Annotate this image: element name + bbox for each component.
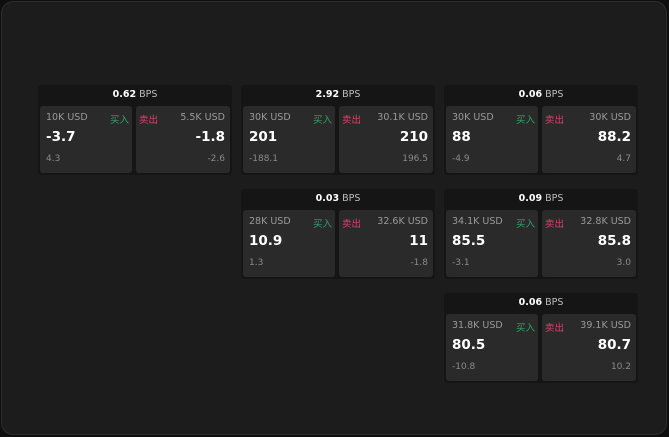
- buy-price: -3.7: [46, 129, 76, 145]
- spread-value: 0.06: [518, 297, 543, 308]
- spread-value: 2.92: [315, 89, 340, 100]
- sell-delta: -1.8: [410, 258, 428, 268]
- quote-panel: 0.06 BPS 30K USD 买入 88 -4.9 卖出 30K USD 8…: [444, 85, 638, 175]
- sell-size: 32.8K USD: [580, 216, 631, 227]
- quote-panel: 2.92 BPS 30K USD 买入 201 -188.1 卖出 30.1K …: [241, 85, 435, 175]
- sell-delta: 4.7: [616, 154, 631, 164]
- sell-size: 39.1K USD: [580, 320, 631, 331]
- spread-unit: BPS: [342, 193, 361, 204]
- sell-delta: -2.6: [207, 154, 225, 164]
- spread-header: 0.09 BPS: [444, 189, 638, 209]
- sell-size: 30.1K USD: [377, 112, 428, 123]
- spread-header: 0.03 BPS: [241, 189, 435, 209]
- spread-unit: BPS: [545, 193, 564, 204]
- sell-delta: 10.2: [610, 362, 631, 372]
- buy-label: 买入: [312, 219, 332, 230]
- quote-panel: 0.03 BPS 28K USD 买入 10.9 1.3 卖出 32.6K US…: [241, 189, 435, 279]
- spread-value: 0.06: [518, 89, 543, 100]
- spread-unit: BPS: [139, 89, 158, 100]
- quote-panel: 0.09 BPS 34.1K USD 买入 85.5 -3.1 卖出 32.8K…: [444, 189, 638, 279]
- buy-size: 30K USD: [452, 112, 494, 123]
- sell-label: 卖出: [545, 323, 565, 334]
- sell-button[interactable]: 卖出 39.1K USD 80.7 10.2: [542, 314, 636, 381]
- spread-unit: BPS: [545, 89, 564, 100]
- sell-button[interactable]: 卖出 30.1K USD 210 196.5: [339, 106, 433, 173]
- sell-label: 卖出: [545, 219, 565, 230]
- sell-delta: 3.0: [616, 258, 631, 268]
- sell-button[interactable]: 卖出 30K USD 88.2 4.7: [542, 106, 636, 173]
- spread-value: 0.03: [315, 193, 340, 204]
- spread-value: 0.62: [112, 89, 137, 100]
- buy-delta: 4.3: [46, 154, 61, 164]
- sell-price: 88.2: [597, 129, 631, 145]
- sell-size: 32.6K USD: [377, 216, 428, 227]
- buy-delta: -3.1: [452, 258, 470, 268]
- buy-size: 10K USD: [46, 112, 88, 123]
- buy-label: 买入: [515, 219, 535, 230]
- sell-price: 210: [399, 129, 428, 145]
- sell-price: 11: [409, 233, 428, 249]
- buy-button[interactable]: 31.8K USD 买入 80.5 -10.8: [446, 314, 538, 381]
- buy-label: 买入: [515, 115, 535, 126]
- buy-price: 201: [249, 129, 278, 145]
- spread-unit: BPS: [342, 89, 361, 100]
- sell-label: 卖出: [342, 219, 362, 230]
- buy-size: 31.8K USD: [452, 320, 503, 331]
- buy-button[interactable]: 30K USD 买入 88 -4.9: [446, 106, 538, 173]
- quote-panel: 0.62 BPS 10K USD 买入 -3.7 4.3 卖出 5.5K USD…: [38, 85, 232, 175]
- spread-header: 0.06 BPS: [444, 293, 638, 313]
- buy-price: 10.9: [249, 233, 283, 249]
- buy-delta: -4.9: [452, 154, 470, 164]
- buy-size: 34.1K USD: [452, 216, 503, 227]
- buy-price: 85.5: [452, 233, 486, 249]
- buy-delta: -188.1: [249, 154, 279, 164]
- buy-button[interactable]: 34.1K USD 买入 85.5 -3.1: [446, 210, 538, 277]
- spread-value: 0.09: [518, 193, 543, 204]
- buy-button[interactable]: 28K USD 买入 10.9 1.3: [243, 210, 335, 277]
- buy-label: 买入: [109, 115, 129, 126]
- buy-size: 28K USD: [249, 216, 291, 227]
- spread-header: 0.06 BPS: [444, 85, 638, 105]
- buy-price: 80.5: [452, 337, 486, 353]
- buy-delta: 1.3: [249, 258, 264, 268]
- sell-price: 80.7: [597, 337, 631, 353]
- quote-panel: 0.06 BPS 31.8K USD 买入 80.5 -10.8 卖出 39.1…: [444, 293, 638, 383]
- buy-delta: -10.8: [452, 362, 476, 372]
- spread-header: 2.92 BPS: [241, 85, 435, 105]
- sell-price: -1.8: [195, 129, 225, 145]
- sell-label: 卖出: [545, 115, 565, 126]
- spread-header: 0.62 BPS: [38, 85, 232, 105]
- sell-button[interactable]: 卖出 5.5K USD -1.8 -2.6: [136, 106, 230, 173]
- sell-label: 卖出: [342, 115, 362, 126]
- sell-price: 85.8: [597, 233, 631, 249]
- sell-size: 30K USD: [589, 112, 631, 123]
- sell-label: 卖出: [139, 115, 159, 126]
- buy-label: 买入: [515, 323, 535, 334]
- sell-delta: 196.5: [402, 154, 428, 164]
- buy-button[interactable]: 30K USD 买入 201 -188.1: [243, 106, 335, 173]
- buy-label: 买入: [312, 115, 332, 126]
- buy-size: 30K USD: [249, 112, 291, 123]
- sell-button[interactable]: 卖出 32.8K USD 85.8 3.0: [542, 210, 636, 277]
- buy-price: 88: [452, 129, 471, 145]
- spread-unit: BPS: [545, 297, 564, 308]
- sell-button[interactable]: 卖出 32.6K USD 11 -1.8: [339, 210, 433, 277]
- sell-size: 5.5K USD: [180, 112, 225, 123]
- buy-button[interactable]: 10K USD 买入 -3.7 4.3: [40, 106, 132, 173]
